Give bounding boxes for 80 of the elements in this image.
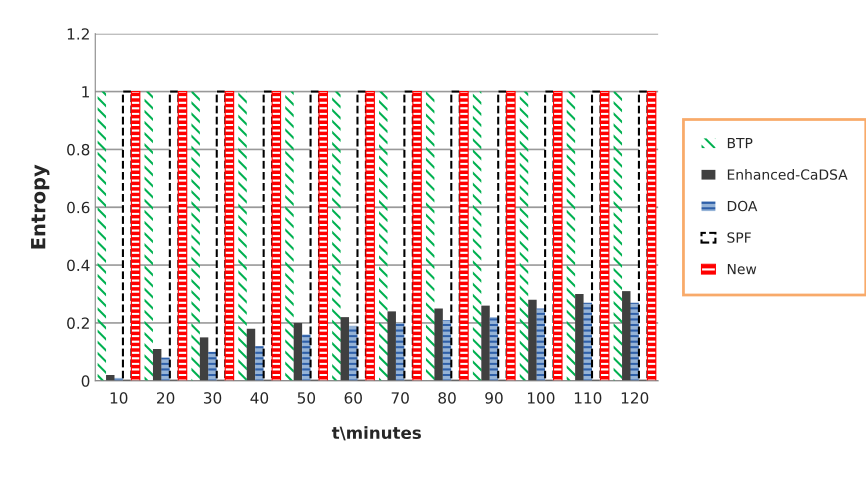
bar bbox=[544, 90, 555, 381]
bar bbox=[566, 92, 576, 381]
bar bbox=[285, 92, 294, 381]
legend-label: New bbox=[728, 264, 756, 274]
bar bbox=[614, 92, 622, 381]
bar bbox=[638, 90, 648, 381]
bar bbox=[396, 322, 404, 381]
bar bbox=[340, 317, 350, 381]
y-tick-label: 0.8 bbox=[67, 144, 90, 156]
bar bbox=[442, 320, 452, 381]
bar bbox=[216, 90, 226, 381]
bar bbox=[553, 91, 563, 381]
bar bbox=[302, 334, 311, 381]
y-tick-label: 0.2 bbox=[67, 317, 89, 329]
x-tick-label: 40 bbox=[250, 392, 268, 404]
x-axis-title: t\minutes bbox=[332, 426, 421, 440]
bar bbox=[144, 92, 153, 381]
bar bbox=[575, 294, 584, 381]
bar bbox=[349, 326, 358, 381]
legend-label: Enhanced-CaDSA bbox=[728, 169, 848, 180]
bar bbox=[178, 91, 188, 381]
y-tick-label: 1 bbox=[82, 86, 89, 98]
bar bbox=[365, 91, 375, 381]
bar bbox=[520, 92, 528, 381]
x-tick-label: 100 bbox=[528, 392, 554, 404]
bar bbox=[255, 346, 264, 381]
x-tick-label: 10 bbox=[110, 392, 128, 404]
bar bbox=[130, 91, 140, 381]
bar bbox=[388, 311, 396, 381]
legend-label: SPF bbox=[727, 232, 751, 243]
bar bbox=[356, 90, 367, 381]
bar bbox=[412, 91, 422, 381]
bar bbox=[310, 90, 320, 381]
y-axis-title: Entropy bbox=[31, 164, 50, 248]
bar bbox=[403, 90, 414, 381]
legend-label: BTP bbox=[728, 138, 752, 148]
bar bbox=[536, 308, 546, 381]
y-tick-label: 0 bbox=[82, 375, 90, 387]
bar bbox=[200, 337, 208, 381]
bar bbox=[600, 91, 610, 381]
bar bbox=[426, 92, 434, 381]
bar bbox=[459, 91, 469, 381]
x-tick-label: 90 bbox=[485, 392, 503, 404]
x-tick-label: 120 bbox=[622, 392, 648, 404]
bar bbox=[506, 91, 516, 381]
bar bbox=[332, 92, 341, 381]
bar bbox=[590, 90, 602, 381]
y-tick-label: 1.2 bbox=[68, 28, 89, 40]
x-tick-label: 110 bbox=[574, 392, 602, 404]
bar bbox=[272, 91, 282, 381]
bar bbox=[246, 328, 256, 381]
x-tick-label: 80 bbox=[438, 392, 456, 404]
y-tick-label: 0.4 bbox=[67, 260, 90, 272]
bar bbox=[472, 92, 482, 381]
bar bbox=[98, 92, 106, 381]
bar bbox=[191, 92, 200, 381]
bar bbox=[379, 92, 388, 381]
x-tick-label: 70 bbox=[392, 392, 409, 404]
bar bbox=[122, 90, 132, 381]
x-tick-label: 30 bbox=[204, 392, 222, 404]
bar bbox=[622, 291, 630, 381]
legend-label: DOA bbox=[728, 200, 758, 212]
bar bbox=[646, 91, 656, 381]
bar bbox=[584, 302, 592, 381]
y-tick-label: 0.6 bbox=[67, 202, 90, 214]
bar bbox=[481, 306, 490, 381]
bar bbox=[238, 92, 247, 381]
x-tick-label: 60 bbox=[344, 392, 362, 404]
bar bbox=[318, 91, 328, 381]
bar bbox=[630, 302, 639, 381]
bar bbox=[152, 348, 162, 381]
bar bbox=[262, 90, 274, 381]
bar bbox=[294, 322, 302, 381]
bar bbox=[528, 300, 537, 381]
x-tick-label: 20 bbox=[157, 392, 174, 404]
bar bbox=[224, 91, 234, 381]
x-tick-label: 50 bbox=[298, 392, 316, 404]
bar bbox=[497, 90, 508, 381]
bar bbox=[434, 308, 443, 381]
bar bbox=[161, 358, 170, 381]
